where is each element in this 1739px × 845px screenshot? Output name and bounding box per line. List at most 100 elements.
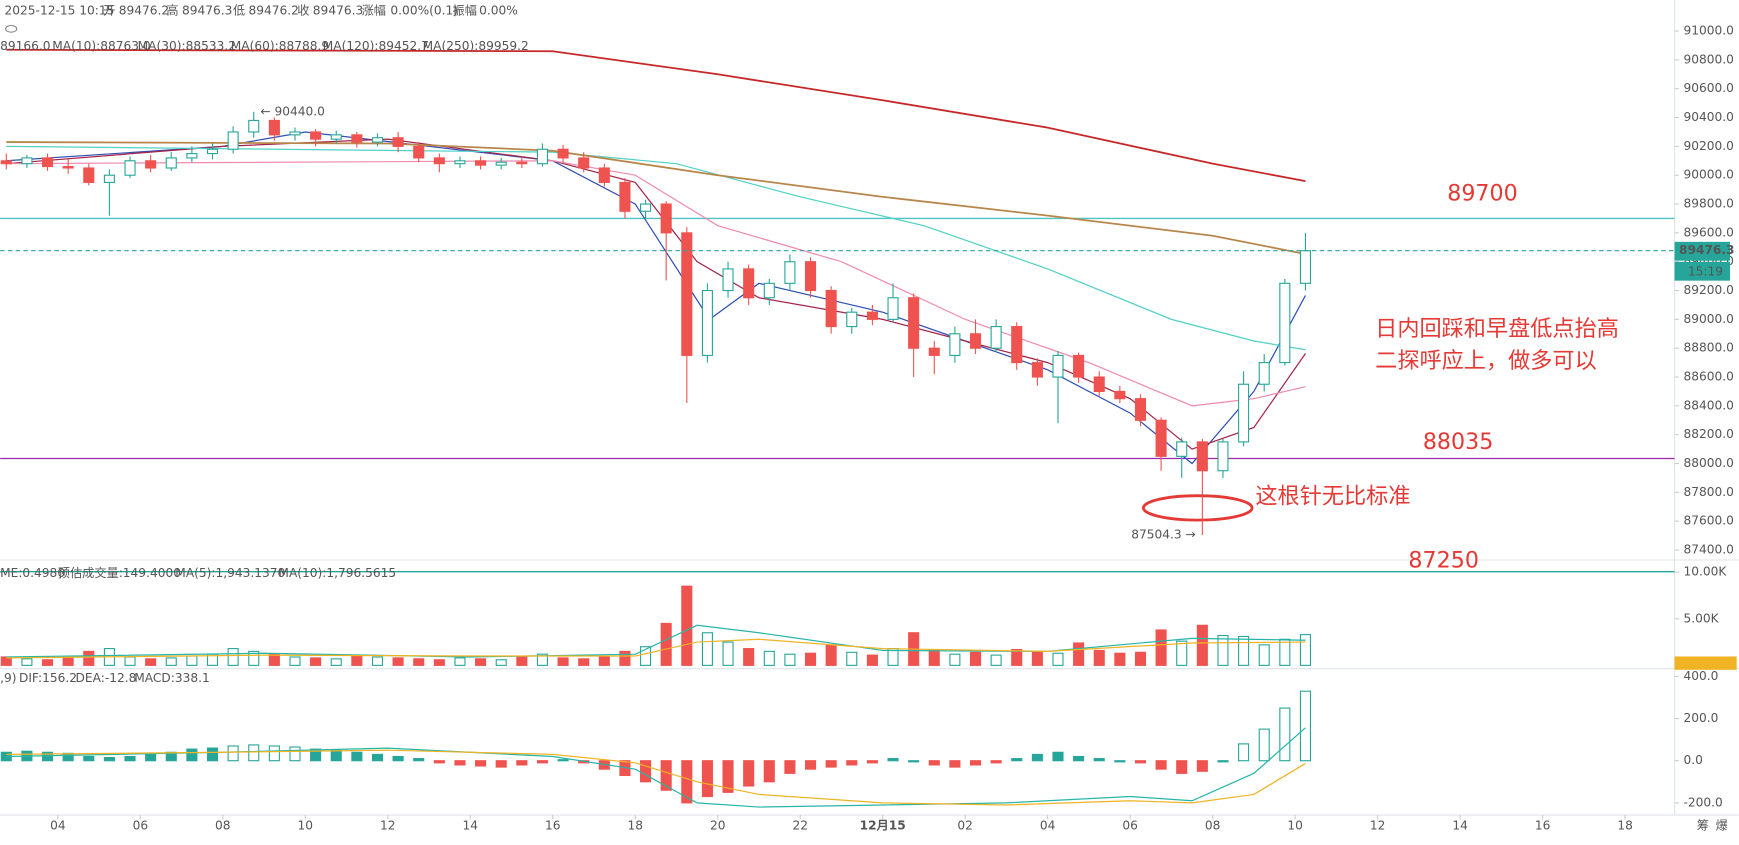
volume-bar (1155, 629, 1167, 666)
x-tick-label: 08 (215, 819, 231, 833)
candle-body (248, 119, 260, 133)
macd-bar (1093, 758, 1105, 762)
macd-bar (186, 748, 198, 762)
macd-bar (392, 755, 404, 762)
x-tick-label: 06 (1122, 819, 1138, 833)
x-tick-label: 12月15 (860, 819, 906, 833)
macd-bar (1114, 760, 1126, 763)
x-tick-label: 06 (133, 819, 149, 833)
x-tick-label: 22 (792, 819, 808, 833)
candle-body (145, 160, 157, 169)
volume-bar (41, 659, 54, 666)
macd-bar (1258, 728, 1270, 762)
macd-bar (536, 760, 548, 764)
candle-body (949, 333, 961, 356)
candle-body (1134, 398, 1147, 421)
highlight-ellipse (1142, 494, 1254, 522)
candle-body (206, 148, 219, 155)
y-tick-label: 87600.0 (1683, 514, 1733, 528)
volume-bar (619, 650, 631, 666)
macd-bar (784, 760, 796, 774)
ma-line (6, 160, 1306, 407)
y-tick-label: 89600.0 (1683, 225, 1733, 239)
volume-bar (1093, 649, 1105, 666)
volume-bar (227, 648, 239, 666)
candle-body (990, 326, 1002, 349)
header-value: 0.00% (479, 4, 518, 18)
macd-bar (928, 760, 940, 766)
candle-body (763, 282, 775, 299)
x-tick-label: 12 (380, 819, 396, 833)
candle-body (310, 131, 322, 140)
candle-body (969, 333, 982, 349)
candle-body (1258, 362, 1270, 385)
candle-body (1093, 376, 1105, 393)
candle-body (1011, 326, 1023, 364)
macd-legend: DEA:-12.8 (76, 671, 137, 685)
header-datetime: 2025-12-15 10:15 (5, 4, 115, 18)
macd-bar (475, 760, 487, 767)
eye-icon[interactable] (5, 24, 18, 33)
macd-bar (1155, 760, 1167, 770)
macd-bar (1031, 753, 1043, 762)
y-tick-label: 88000.0 (1683, 456, 1733, 470)
volume-bar (433, 659, 445, 666)
annotation-note: 这根针无比标准 (1255, 483, 1410, 509)
macd-bar (62, 752, 74, 762)
volume-legend: 预估成交量:149.4000 (58, 565, 181, 580)
volume-bar (1196, 624, 1208, 666)
candle-body (516, 161, 528, 165)
volume-bar (1279, 638, 1291, 666)
candle-body (103, 174, 115, 183)
candle-body (1176, 441, 1188, 457)
volume-bar (165, 657, 177, 666)
y-tick-label: 90400.0 (1683, 110, 1733, 124)
candle-body (1279, 282, 1291, 364)
header-label: 高 (166, 3, 178, 18)
candle-body (825, 289, 837, 328)
footer-icon[interactable]: 筹 (1697, 819, 1709, 833)
candle-body (475, 160, 487, 166)
macd-bar (1011, 758, 1023, 762)
volume-ma-line (6, 638, 1306, 659)
candle-body (743, 268, 755, 299)
header-value: 89476.2 (249, 4, 299, 18)
macd-bar (763, 760, 775, 783)
volume-bar (640, 646, 652, 666)
candle-body (186, 153, 198, 159)
volume-bar (722, 641, 734, 666)
volume-bar (21, 658, 33, 666)
volume-bar (1134, 651, 1147, 666)
candle-body (0, 160, 12, 165)
candle-body (784, 261, 796, 284)
volume-ma-legend: MA(10):1,796.5615 (278, 566, 396, 580)
candle-body (165, 157, 177, 169)
candle-body (908, 297, 920, 349)
macd-bar (454, 760, 466, 766)
candle-body (41, 157, 54, 168)
macd-bar (1238, 743, 1250, 762)
y-tick-label: 0.0 (1683, 753, 1702, 767)
candle-body (495, 161, 507, 166)
header-value: 89476.3 (182, 4, 232, 18)
x-tick-label: 14 (463, 819, 479, 833)
footer-icon[interactable]: 爆 (1716, 819, 1728, 833)
macd-bar (701, 760, 713, 798)
volume-bar (310, 657, 322, 666)
macd-bar (1052, 751, 1064, 762)
y-tick-label: 89800.0 (1683, 197, 1733, 211)
volume-bar (186, 655, 198, 666)
volume-bar (557, 657, 569, 666)
x-tick-label: 12 (1370, 819, 1386, 833)
volume-bar (1052, 652, 1064, 666)
volume-legend: ME:0.4980 (0, 566, 65, 580)
macd-bar (41, 751, 54, 762)
macd-bar (908, 760, 920, 763)
volume-bar (1114, 652, 1126, 666)
macd-line (6, 749, 1306, 806)
macd-bar (825, 760, 837, 768)
candle-body (1217, 441, 1229, 472)
macd-bar (1217, 760, 1229, 763)
macd-bar (804, 760, 817, 770)
